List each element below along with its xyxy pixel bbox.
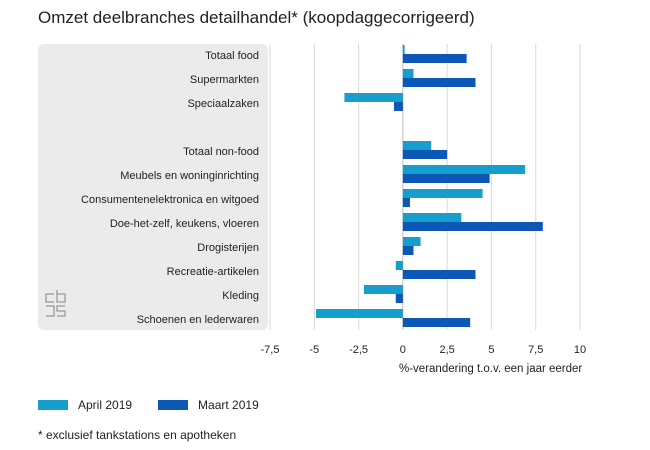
legend-item-maart: Maart 2019 [158, 398, 259, 412]
legend: April 2019 Maart 2019 [38, 398, 285, 412]
bar-maart [394, 102, 403, 111]
category-label: Speciaalzaken [187, 98, 259, 110]
chart-title: Omzet deelbranches detailhandel* (koopda… [38, 8, 475, 27]
legend-item-april: April 2019 [38, 398, 132, 412]
category-panel [38, 44, 268, 330]
bar-maart [402, 54, 467, 63]
x-tick-label: -7,5 [261, 344, 280, 356]
category-label: Meubels en woninginrichting [120, 170, 259, 182]
bar-maart [402, 246, 414, 255]
bar-april [402, 189, 483, 198]
bar-april [402, 69, 414, 78]
x-tick-label: -2,5 [349, 344, 368, 356]
bar-april [395, 261, 403, 270]
x-tick-label: 10 [574, 344, 586, 356]
legend-label-april: April 2019 [78, 398, 133, 412]
bar-maart [402, 78, 476, 87]
category-label: Recreatie-artikelen [167, 266, 259, 278]
bar-maart [402, 174, 490, 183]
category-label: Schoenen en lederwaren [137, 314, 259, 326]
category-label: Doe-het-zelf, keukens, vloeren [110, 218, 259, 230]
bar-maart [402, 150, 448, 159]
bar-maart [402, 318, 471, 327]
category-label: Drogisterijen [197, 242, 259, 254]
category-label: Consumentenelektronica en witgoed [81, 194, 259, 206]
footnote: * exclusief tankstations en apotheken [38, 428, 237, 442]
legend-label-maart: Maart 2019 [198, 398, 259, 412]
bar-maart [395, 294, 403, 303]
bar-april [402, 165, 526, 174]
category-label: Totaal non-food [183, 146, 259, 158]
x-axis-label: %-verandering t.o.v. een jaar eerder [399, 363, 582, 375]
bar-april [316, 309, 403, 318]
bar-april [344, 93, 403, 102]
bar-april [402, 141, 432, 150]
bar-april [363, 285, 403, 294]
bar-chart: Totaal food Supermarkten Speciaalzaken Tota… [38, 44, 586, 375]
category-label: Supermarkten [190, 74, 259, 86]
bar-april [402, 45, 405, 54]
bar-maart [402, 198, 410, 207]
legend-swatch-april [38, 400, 68, 410]
category-label: Kleding [222, 290, 259, 302]
cbs-logo-icon [45, 290, 66, 317]
bar-maart [402, 222, 543, 231]
bar-maart [402, 270, 476, 279]
category-label: Totaal food [205, 50, 259, 62]
x-tick-label: 0 [400, 344, 406, 356]
x-tick-label: -5 [309, 344, 319, 356]
x-tick-label: 2,5 [439, 344, 454, 356]
legend-swatch-maart [158, 400, 189, 410]
x-tick-label: 5 [488, 344, 494, 356]
bar-april [402, 213, 462, 222]
x-tick-label: 7,5 [528, 344, 543, 356]
bar-april [402, 237, 421, 246]
